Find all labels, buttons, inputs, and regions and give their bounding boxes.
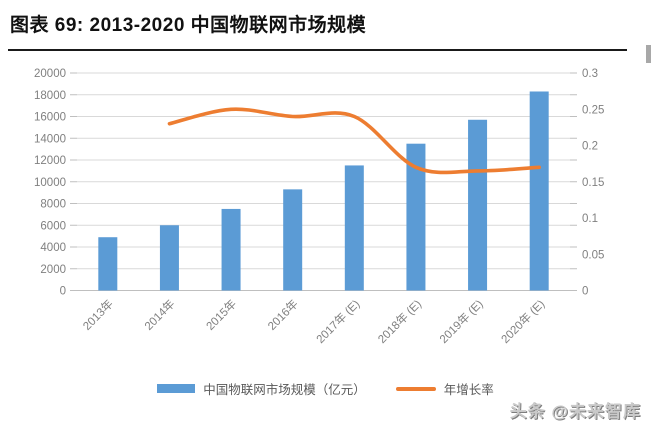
x-axis-label: 2019年 (E)	[436, 297, 485, 346]
x-axis-label: 2015年	[203, 297, 239, 333]
scrollbar-thumb[interactable]	[646, 45, 651, 63]
watermark: 头条 @未来智库	[509, 402, 641, 421]
left-axis-tick-label: 16000	[34, 112, 66, 124]
left-axis-tick-label: 8000	[40, 199, 66, 211]
x-axis-label: 2017年 (E)	[313, 297, 362, 346]
right-axis-tick-label: 0.3	[582, 68, 598, 80]
chart-title: 图表 69: 2013-2020 中国物联网市场规模	[10, 15, 367, 36]
chart-legend: 中国物联网市场规模（亿元） 年增长率	[0, 379, 651, 398]
left-axis-tick-label: 20000	[34, 68, 66, 80]
left-axis-tick-label: 4000	[40, 242, 66, 254]
left-axis-tick-label: 14000	[34, 133, 66, 145]
right-axis-tick-label: 0	[582, 286, 588, 298]
right-axis-tick-label: 0.05	[582, 249, 604, 261]
right-axis-tick-label: 0.15	[582, 177, 604, 189]
x-axis-label: 2020年 (E)	[498, 297, 547, 346]
x-axis-label: 2014年	[141, 297, 177, 333]
left-axis-tick-label: 10000	[34, 177, 66, 189]
left-axis-tick-label: 12000	[34, 155, 66, 167]
legend-item-market-size: 中国物联网市场规模（亿元）	[157, 379, 366, 398]
line-series-swatch	[395, 386, 436, 391]
left-axis-tick-label: 6000	[40, 220, 66, 232]
legend-label: 年增长率	[443, 383, 494, 397]
bar-2018年 (E)	[406, 143, 426, 291]
bar-2019年 (E)	[468, 119, 488, 291]
x-axis-label: 2013年	[80, 297, 116, 333]
bar-2020年 (E)	[529, 91, 549, 291]
bar-2013年	[98, 237, 118, 291]
left-axis-tick-label: 0	[60, 286, 66, 298]
growth-rate-line	[167, 107, 541, 175]
bar-2015年	[221, 208, 241, 291]
left-axis-tick-label: 18000	[34, 90, 66, 102]
bar-2016年	[283, 189, 303, 291]
x-axis-label: 2018年 (E)	[375, 297, 424, 346]
right-axis-tick-label: 0.1	[582, 213, 598, 225]
left-axis-tick-label: 2000	[40, 264, 66, 276]
bar-series-swatch	[157, 384, 196, 393]
legend-label: 中国物联网市场规模（亿元）	[203, 383, 366, 397]
right-axis-tick-label: 0.2	[582, 141, 598, 153]
bar-2017年 (E)	[344, 165, 364, 291]
title-underline	[8, 49, 627, 51]
x-axis-label: 2016年	[265, 297, 301, 333]
bar-2014年	[159, 225, 179, 291]
legend-item-growth-rate: 年增长率	[395, 379, 494, 398]
right-axis-tick-label: 0.25	[582, 104, 604, 116]
